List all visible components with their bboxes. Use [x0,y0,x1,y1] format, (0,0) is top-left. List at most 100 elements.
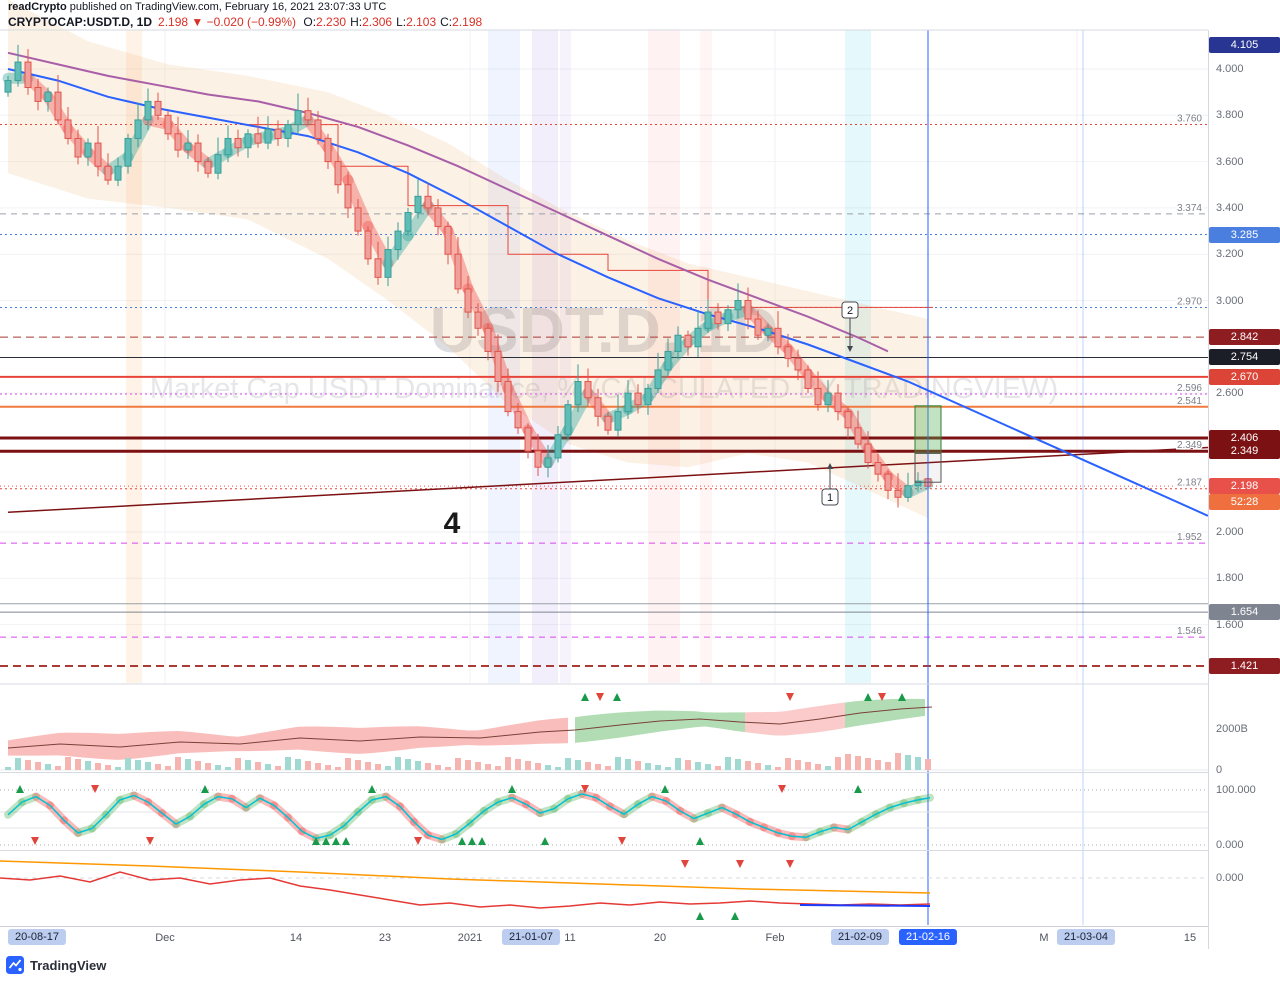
highlight-bands [126,30,871,683]
candle-body [604,415,612,431]
time-axis[interactable]: Dec 14 23 2021 11 20 Feb M 15 20-08-17 21-01-07 21-… [0,926,1208,949]
date-badge[interactable]: 20-08-17 [7,929,67,945]
volume-bar [325,765,331,770]
position-profit-zone[interactable] [914,405,942,454]
sell-marker-icon [414,837,422,845]
volume-bar [815,764,821,770]
chart-canvas[interactable]: USDT.D, 1DMarket Cap USDT Dominance, % (… [0,0,1208,926]
volume-bar [35,762,41,770]
buy-marker-icon [898,693,906,701]
volume-bar [415,761,421,770]
candle-body [214,154,222,174]
level-label: 3.760 [1177,114,1202,125]
volume-bar [505,757,511,770]
candle-body [84,142,92,158]
volume-bar [45,764,51,770]
highlight-band [700,30,712,683]
tradingview-brand[interactable]: TradingView [30,957,107,973]
volume-bar [455,758,461,770]
candle-body [324,137,332,163]
pane-tick: 0.000 [1216,839,1244,851]
volume-bar [15,758,21,770]
price-tick: 2.600 [1216,387,1244,400]
symbol-title[interactable]: CRYPTOCAP:USDT.D, 1D [8,15,153,29]
volume-bar [495,766,501,770]
pane-macd [0,860,1208,920]
candle-body [514,411,522,429]
callout-2[interactable] [841,301,859,319]
candle-body [864,443,872,464]
candle-body [754,318,762,336]
price-tick: 3.600 [1216,155,1244,168]
callout-1[interactable] [821,488,839,506]
candle-body [4,80,12,93]
date-badge[interactable]: 21-03-04 [1056,929,1116,945]
candle-body [804,369,812,389]
volume-bar [115,767,121,770]
candle-body [104,165,112,181]
candle-body [674,334,682,352]
volume-bar [355,760,361,770]
volume-bar [515,759,521,770]
volume-bar [105,765,111,770]
volume-bar [885,762,891,770]
sell-marker-icon [146,837,154,845]
level-label: 2.970 [1177,296,1202,307]
candle-body [704,311,712,329]
date-badge[interactable]: 21-02-16 [898,929,958,945]
candle-body [694,327,702,348]
volume-bar [865,758,871,770]
candle-body [434,207,442,227]
volume-bar [275,766,281,770]
sell-marker-icon [786,693,794,701]
pane-tick: 2000B [1216,723,1248,735]
ohlc-value: 2.198 [452,15,483,29]
candle-body [24,61,32,89]
date-badge[interactable]: 21-01-07 [501,929,561,945]
candle-body [94,142,102,167]
level-label: 2.187 [1177,478,1202,489]
tradingview-logo-icon[interactable] [6,956,24,974]
volume-bar [725,757,731,770]
buy-marker-icon [661,785,669,793]
volume-bar [65,757,71,770]
position-stop-zone[interactable] [914,452,942,483]
price-tick: 1.600 [1216,618,1244,631]
candle-body [204,161,212,174]
candle-body [914,480,922,487]
sell-marker-icon [596,693,604,701]
sell-marker-icon [878,693,886,701]
candle-body [244,133,252,149]
sell-marker-icon [778,785,786,793]
price-scale[interactable]: 4.000 3.800 3.600 3.400 3.200 3.000 2.600 2.000… [1208,30,1280,949]
pane-tick: 0 [1216,764,1223,776]
volume-bar [175,757,181,770]
pane-tick: 100.000 [1216,784,1256,796]
candle-body [574,381,582,406]
volume-bar [675,758,681,770]
sell-marker-icon [91,785,99,793]
volume-bar [585,762,591,770]
volume-bar [345,758,351,770]
volume-bar [735,759,741,770]
buy-marker-icon [541,837,549,845]
highlight-band [648,30,680,683]
volume-bar [925,759,931,770]
volume-bar [225,767,231,770]
price-badge: 2.198 [1209,478,1280,495]
price-badge: 2.349 [1209,443,1280,460]
last-price: 2.198 [158,15,189,29]
price-tick: 4.000 [1216,63,1244,75]
price-tick: 3.000 [1216,294,1244,307]
candle-body [114,165,122,181]
candle-body [784,346,792,359]
date-badge[interactable]: 21-02-09 [830,929,890,945]
candle-body [634,392,642,406]
trendline[interactable] [7,446,1208,514]
candle-body [414,195,422,214]
candle-body [154,100,162,116]
volume-bar [135,760,141,770]
candle-body [134,119,142,139]
volume-bar [845,754,851,770]
